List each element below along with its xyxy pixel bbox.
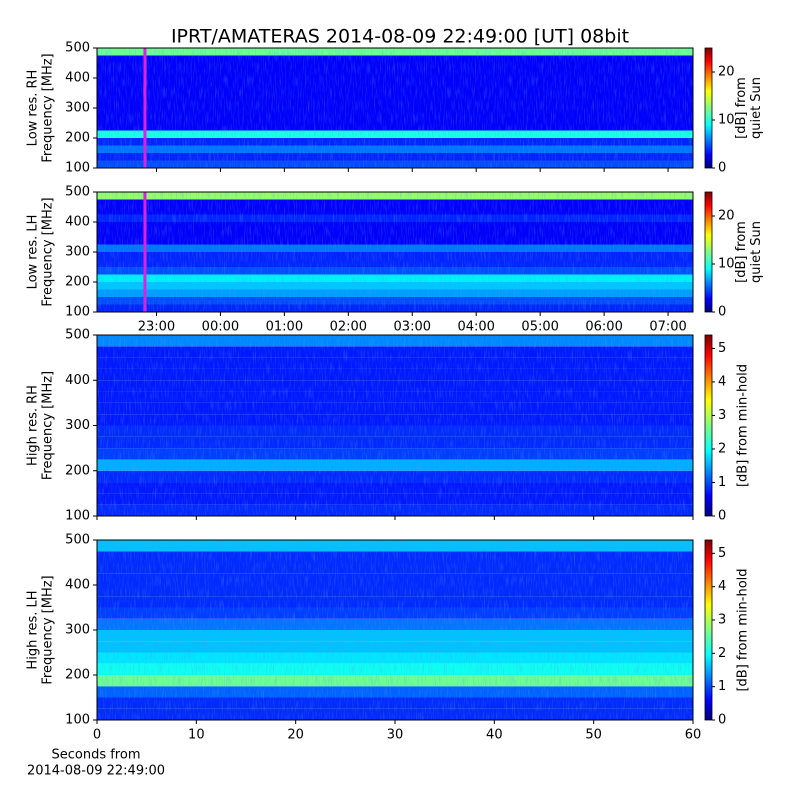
colorbar-tick-label: 5 <box>718 341 726 356</box>
x-tick-label: 60 <box>685 728 702 743</box>
x-tick-label: 06:00 <box>585 320 622 335</box>
y-tick-label: 100 <box>65 305 90 320</box>
colorbar-tick-label: 5 <box>718 546 726 561</box>
colorbar-tick-label: 1 <box>718 475 726 490</box>
x-tick-label: 00:00 <box>202 320 239 335</box>
colorbar <box>704 539 713 721</box>
y-tick-label: 300 <box>65 418 90 433</box>
panel: 100 200 300 400 500 High res. RH Frequency [MH… <box>26 328 751 524</box>
y-axis-label: Low res. RH <box>26 70 41 147</box>
y-tick-label: 500 <box>65 533 90 548</box>
y-tick-label: 400 <box>65 71 90 86</box>
colorbar-tick-label: 3 <box>718 613 726 628</box>
x-tick-label: 04:00 <box>457 320 494 335</box>
x-tick-label: 07:00 <box>649 320 686 335</box>
figure-title: IPRT/AMATERAS 2014-08-09 22:49:00 [UT] 0… <box>171 26 629 48</box>
y-axis-label: High res. LH <box>26 590 41 669</box>
y-axis-label: Frequency [MHz] <box>41 371 56 480</box>
colorbar-tick-label: 0 <box>718 713 726 728</box>
colorbar-tick-label: 20 <box>718 209 735 224</box>
y-tick-label: 400 <box>65 578 90 593</box>
x-tick-label: 50 <box>585 728 602 743</box>
y-tick-label: 300 <box>65 623 90 638</box>
x-tick-label: 10 <box>188 728 205 743</box>
speckle <box>97 192 693 312</box>
colorbar-tick-label: 10 <box>718 113 735 128</box>
colorbar-tick-label: 4 <box>718 579 726 594</box>
x-axis-label: 2014-08-09 22:49:00 <box>27 764 165 779</box>
colorbar-tick-label: 0 <box>718 509 726 524</box>
y-tick-label: 200 <box>65 275 90 290</box>
colorbar-label: [dB] from min-hold <box>736 364 751 487</box>
colorbar-tick-label: 4 <box>718 374 726 389</box>
y-tick-label: 400 <box>65 215 90 230</box>
x-tick-label: 02:00 <box>330 320 367 335</box>
colorbar-label: quiet Sun <box>749 77 764 139</box>
y-tick-label: 500 <box>65 185 90 200</box>
colorbar-tick-label: 10 <box>718 257 735 272</box>
colorbar-label: [dB] from <box>734 77 749 139</box>
x-tick-label: 05:00 <box>521 320 558 335</box>
colorbar-label: [dB] from min-hold <box>736 568 751 691</box>
colorbar-tick-label: 0 <box>718 161 726 176</box>
y-tick-label: 400 <box>65 373 90 388</box>
y-tick-label: 300 <box>65 101 90 116</box>
y-axis-label: High res. RH <box>26 385 41 466</box>
colorbar-tick-label: 1 <box>718 679 726 694</box>
colorbar-tick-label: 2 <box>718 646 726 661</box>
colorbar <box>704 47 713 169</box>
x-tick-label: 03:00 <box>394 320 431 335</box>
x-tick-label: 23:00 <box>138 320 175 335</box>
x-tick-label: 20 <box>287 728 304 743</box>
x-tick-label: 30 <box>387 728 404 743</box>
y-tick-label: 500 <box>65 41 90 56</box>
y-axis-label: Frequency [MHz] <box>41 53 56 162</box>
y-tick-label: 100 <box>65 509 90 524</box>
x-tick-label: 40 <box>486 728 503 743</box>
y-tick-label: 300 <box>65 245 90 260</box>
colorbar-label: quiet Sun <box>749 221 764 283</box>
x-tick-label: 0 <box>93 728 101 743</box>
y-tick-label: 100 <box>65 161 90 176</box>
speckle <box>97 48 693 168</box>
y-tick-label: 200 <box>65 668 90 683</box>
colorbar <box>704 334 713 517</box>
colorbar-label: [dB] from <box>734 221 749 283</box>
y-tick-label: 500 <box>65 328 90 343</box>
colorbar-tick-label: 0 <box>718 305 726 320</box>
colorbar-tick-label: 2 <box>718 441 726 456</box>
y-tick-label: 200 <box>65 463 90 478</box>
x-tick-label: 01:00 <box>266 320 303 335</box>
y-axis-label: Frequency [MHz] <box>41 575 56 684</box>
x-axis-label: Seconds from <box>51 748 140 763</box>
colorbar-tick-label: 20 <box>718 65 735 80</box>
speckle <box>97 540 693 720</box>
y-tick-label: 100 <box>65 713 90 728</box>
colorbar <box>704 191 713 313</box>
y-axis-label: Frequency [MHz] <box>41 197 56 306</box>
colorbar-tick-label: 3 <box>718 408 726 423</box>
y-tick-label: 200 <box>65 131 90 146</box>
y-axis-label: Low res. LH <box>26 215 41 290</box>
speckle <box>97 335 693 516</box>
